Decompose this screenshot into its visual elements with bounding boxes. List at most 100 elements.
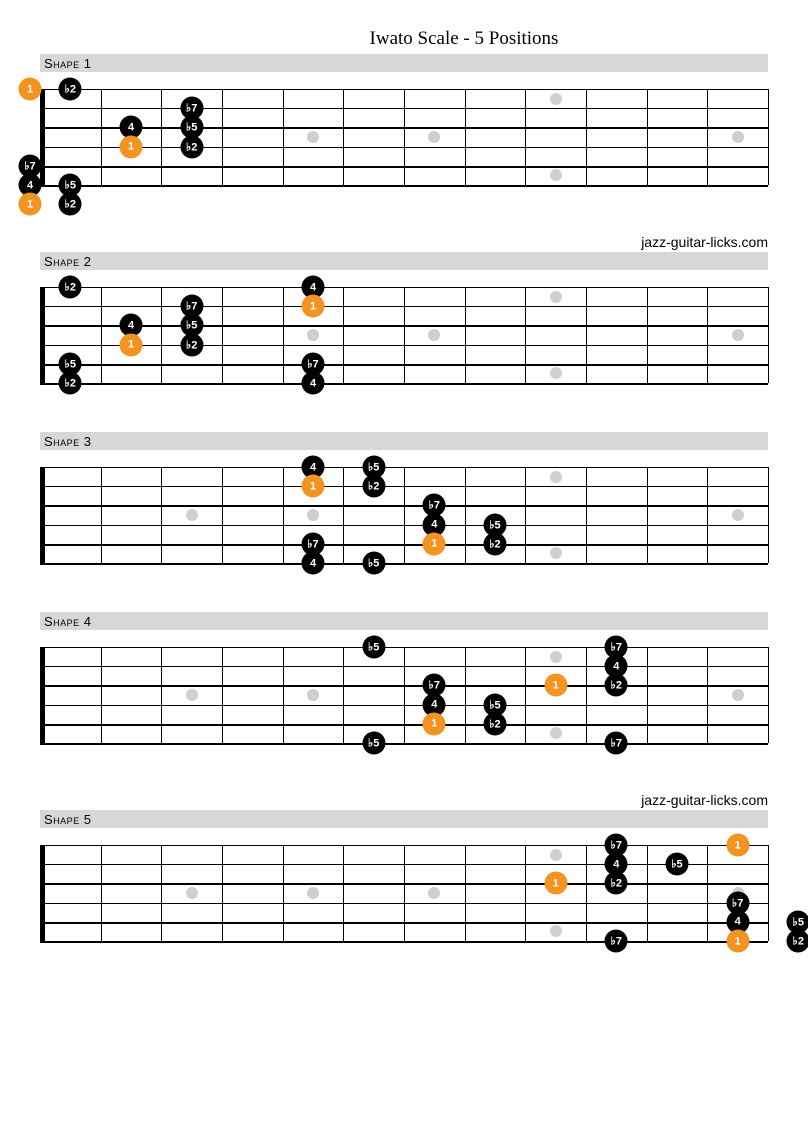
fret-line: [465, 287, 466, 383]
note-dot: ♭5: [362, 732, 385, 755]
fret-line: [404, 845, 405, 941]
note-dot: ♭7: [605, 732, 628, 755]
shape-header-bar: Shape 5: [40, 810, 768, 828]
note-root: 1: [120, 135, 143, 158]
fret-line: [101, 845, 102, 941]
fretboard: 4♭51♭2♭74♭5♭71♭24♭5: [40, 456, 768, 574]
diagram-block: jazz-guitar-licks.comShape 5♭714♭51♭2♭74…: [40, 792, 768, 952]
fret-line: [465, 89, 466, 185]
note-dot: ♭2: [59, 193, 82, 216]
credit-text: jazz-guitar-licks.com: [40, 234, 768, 250]
fret-line: [283, 89, 284, 185]
diagram-block: Shape 11♭2♭74♭51♭2♭74♭51♭2: [40, 54, 768, 196]
fret-line: [768, 845, 769, 941]
note-dot: ♭2: [605, 674, 628, 697]
fret-marker: [550, 169, 562, 181]
fret-line: [525, 467, 526, 563]
fret-line: [101, 647, 102, 743]
fret-line: [586, 467, 587, 563]
fret-marker: [186, 509, 198, 521]
fret-marker: [732, 329, 744, 341]
fret-line: [283, 287, 284, 383]
shape-header-bar: Shape 3: [40, 432, 768, 450]
fret-line: [465, 467, 466, 563]
note-root: 1: [544, 872, 567, 895]
string-line: [40, 185, 768, 187]
fret-marker: [550, 547, 562, 559]
shape-label: Shape 3: [44, 434, 92, 449]
page-title: Iwato Scale - 5 Positions: [40, 28, 768, 50]
fret-line: [222, 89, 223, 185]
fret-line: [283, 467, 284, 563]
note-dot: 4: [302, 552, 325, 575]
fret-marker: [307, 689, 319, 701]
note-root: 1: [302, 475, 325, 498]
shape-header-bar: Shape 2: [40, 252, 768, 270]
fret-line: [647, 467, 648, 563]
fret-line: [161, 845, 162, 941]
fret-line: [647, 647, 648, 743]
fret-line: [707, 845, 708, 941]
fret-line: [222, 845, 223, 941]
fret-line: [525, 845, 526, 941]
fret-line: [283, 647, 284, 743]
fret-marker: [550, 849, 562, 861]
fret-marker: [186, 689, 198, 701]
fret-marker: [307, 509, 319, 521]
fret-marker: [550, 727, 562, 739]
note-root: 1: [726, 930, 749, 953]
fret-line: [101, 287, 102, 383]
fret-line: [647, 89, 648, 185]
fret-line: [586, 287, 587, 383]
fret-line: [101, 467, 102, 563]
note-dot: ♭2: [59, 372, 82, 395]
fret-marker: [307, 329, 319, 341]
diagram-block: jazz-guitar-licks.comShape 2♭24♭714♭51♭2…: [40, 234, 768, 394]
note-dot: ♭2: [787, 930, 808, 953]
fretboard: ♭24♭714♭51♭2♭5♭7♭24: [40, 276, 768, 394]
fret-line: [343, 647, 344, 743]
diagram-block: Shape 34♭51♭2♭74♭5♭71♭24♭5: [40, 432, 768, 574]
fret-marker: [307, 131, 319, 143]
fret-line: [404, 647, 405, 743]
fret-line: [768, 647, 769, 743]
fret-marker: [428, 131, 440, 143]
shape-label: Shape 5: [44, 812, 92, 827]
fret-line: [768, 467, 769, 563]
fret-marker: [186, 887, 198, 899]
fret-line: [404, 467, 405, 563]
note-root: 1: [423, 712, 446, 735]
nut: [40, 467, 45, 563]
string-line: [40, 743, 768, 745]
fret-line: [768, 287, 769, 383]
shape-label: Shape 4: [44, 614, 92, 629]
note-dot: ♭2: [180, 333, 203, 356]
note-root: 1: [19, 193, 42, 216]
fret-line: [161, 89, 162, 185]
fret-line: [707, 89, 708, 185]
fret-line: [525, 647, 526, 743]
fret-line: [586, 89, 587, 185]
note-dot: 4: [302, 372, 325, 395]
fret-marker: [307, 887, 319, 899]
note-dot: ♭2: [59, 276, 82, 299]
note-root: 1: [19, 78, 42, 101]
nut: [40, 89, 45, 185]
fret-line: [161, 647, 162, 743]
fret-line: [525, 89, 526, 185]
fretboard: ♭5♭74♭71♭24♭51♭2♭5♭7: [40, 636, 768, 754]
fret-marker: [550, 925, 562, 937]
note-dot: ♭2: [180, 135, 203, 158]
shape-header-bar: Shape 4: [40, 612, 768, 630]
note-dot: ♭2: [362, 475, 385, 498]
fret-line: [283, 845, 284, 941]
fret-line: [465, 647, 466, 743]
fret-line: [222, 287, 223, 383]
nut: [40, 287, 45, 383]
fret-line: [647, 287, 648, 383]
fret-line: [707, 467, 708, 563]
note-root: 1: [423, 532, 446, 555]
fret-line: [161, 287, 162, 383]
note-dot: ♭2: [484, 712, 507, 735]
note-dot: ♭5: [666, 853, 689, 876]
